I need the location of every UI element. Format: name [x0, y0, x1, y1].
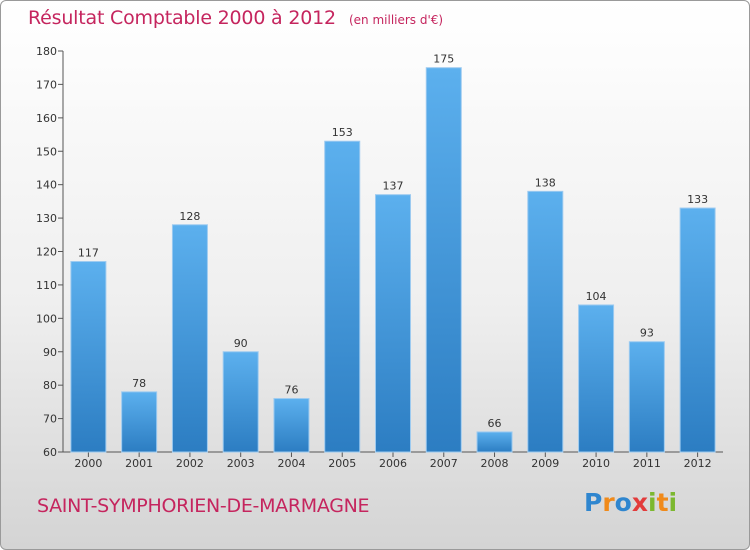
bar-2012 [679, 207, 716, 453]
value-label-2003: 90 [234, 337, 248, 350]
value-label-2007: 175 [433, 53, 454, 66]
y-tick-label: 80 [43, 379, 57, 392]
bar-2010 [578, 304, 615, 453]
value-label-2005: 153 [332, 126, 353, 139]
bar-2005 [324, 140, 361, 453]
title-row: Résultat Comptable 2000 à 2012 (en milli… [28, 7, 443, 29]
x-tick-label: 2005 [328, 457, 356, 470]
bars [70, 67, 716, 453]
value-label-2010: 104 [586, 290, 607, 303]
value-label-2011: 93 [640, 327, 654, 340]
chart-subtitle: (en milliers d'€) [348, 13, 444, 27]
value-label-2004: 76 [284, 384, 298, 397]
logo-letter: o [614, 488, 632, 517]
y-tick-label: 170 [36, 78, 57, 91]
value-label-2006: 137 [383, 180, 404, 193]
bar-2006 [375, 194, 411, 453]
bar-2003 [222, 351, 259, 453]
y-tick-label: 180 [36, 45, 57, 58]
x-tick-label: 2002 [176, 457, 204, 470]
logo-letter: x [631, 488, 648, 517]
value-label-2009: 138 [535, 176, 556, 189]
x-tick-label: 2010 [582, 457, 610, 470]
bar-2007 [425, 67, 462, 453]
y-tick-label: 90 [43, 346, 57, 359]
chart-title: Résultat Comptable 2000 à 2012 [28, 7, 336, 29]
x-tick-label: 2001 [125, 457, 153, 470]
y-tick-label: 70 [43, 413, 57, 426]
logo-letter: i [648, 488, 657, 517]
x-tick-label: 2000 [74, 457, 102, 470]
x-tick-label: 2009 [531, 457, 559, 470]
bar-2011 [628, 341, 665, 453]
bar-2004 [273, 398, 310, 453]
bar-2002 [171, 224, 208, 453]
y-tick-label: 130 [36, 212, 57, 225]
x-tick-label: 2006 [379, 457, 407, 470]
value-label-2012: 133 [687, 193, 708, 206]
x-tick-label: 2011 [633, 457, 661, 470]
y-tick-label: 100 [36, 312, 57, 325]
x-tick-label: 2003 [227, 457, 255, 470]
value-label-2001: 78 [132, 377, 146, 390]
y-tick-label: 110 [36, 279, 57, 292]
bar-2009 [527, 190, 564, 453]
proxiti-logo[interactable]: Proxiti [584, 488, 677, 517]
y-tick-label: 160 [36, 112, 57, 125]
logo-letter: t [656, 488, 669, 517]
value-label-2002: 128 [179, 210, 200, 223]
y-tick-label: 60 [43, 446, 57, 459]
value-label-2008: 66 [488, 417, 502, 430]
x-tick-label: 2004 [277, 457, 305, 470]
y-tick-label: 120 [36, 246, 57, 259]
bar-2008 [476, 431, 513, 453]
x-tick-label: 2012 [684, 457, 712, 470]
logo-letter: r [602, 488, 615, 517]
commune-name: SAINT-SYMPHORIEN-DE-MARMAGNE [37, 495, 370, 517]
bar-2001 [121, 391, 158, 453]
bar-2000 [70, 261, 107, 453]
logo-letter: i [668, 488, 678, 517]
value-label-2000: 117 [78, 247, 99, 260]
y-tick-label: 150 [36, 145, 57, 158]
logo-letter: P [584, 488, 603, 517]
x-tick-label: 2008 [481, 457, 509, 470]
x-tick-label: 2007 [430, 457, 458, 470]
y-tick-label: 140 [36, 179, 57, 192]
labels: 2000 117 2001 78 2002 128 2003 90 2004 76 2005 153 2… [74, 53, 711, 470]
